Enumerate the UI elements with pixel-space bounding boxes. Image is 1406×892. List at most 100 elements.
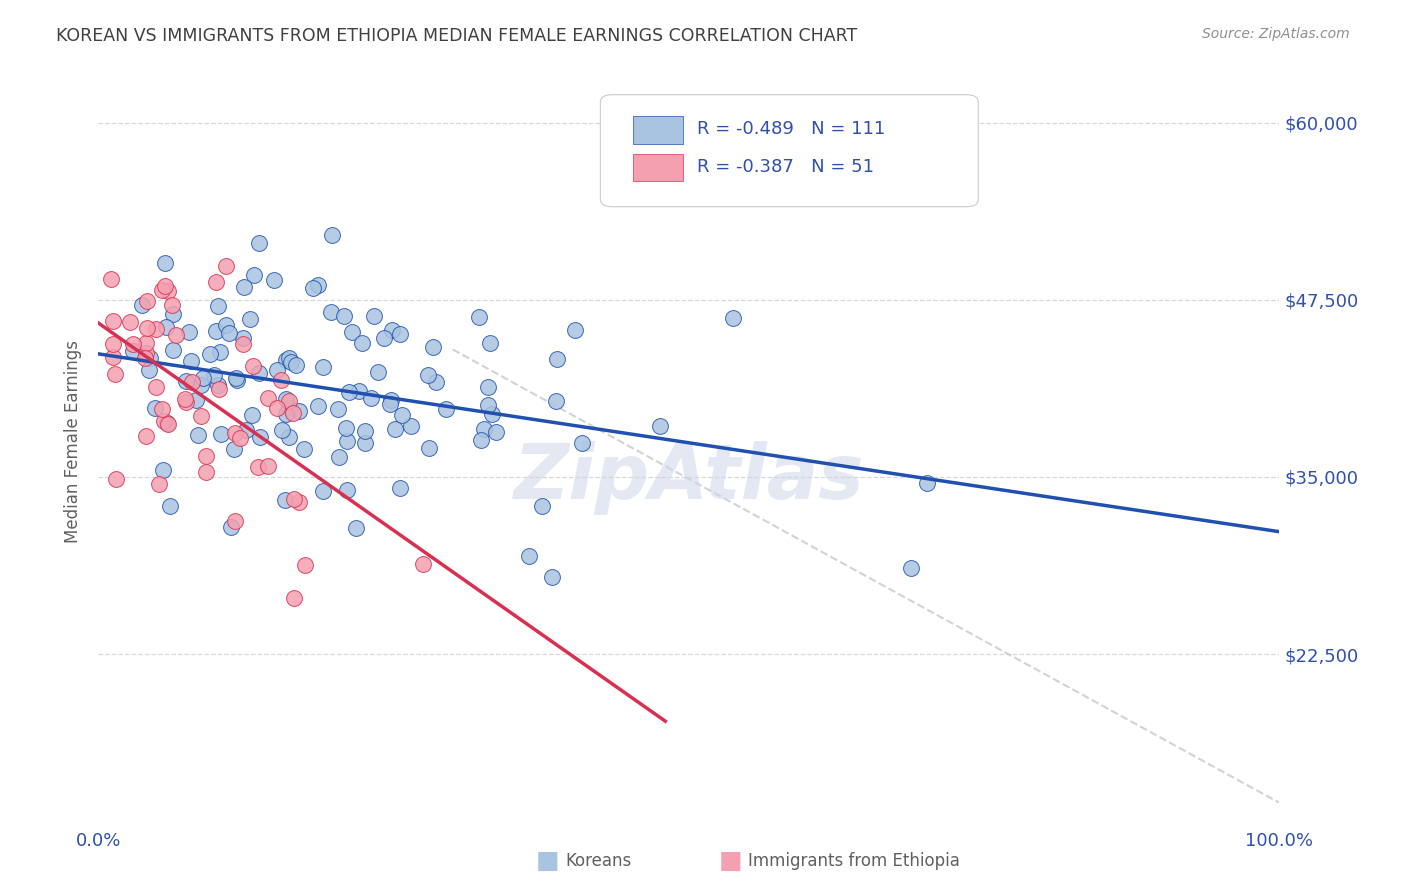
Point: [232, 337, 254, 351]
Text: ■: ■: [536, 848, 560, 872]
Point: [401, 418, 423, 433]
Point: [266, 401, 288, 415]
Point: [148, 477, 170, 491]
Point: [242, 408, 264, 422]
Point: [434, 402, 457, 417]
Point: [247, 366, 270, 380]
Point: [101, 351, 124, 365]
Point: [472, 422, 495, 436]
Point: [380, 392, 402, 407]
Point: [263, 273, 285, 287]
Point: [422, 340, 444, 354]
Point: [155, 320, 177, 334]
Point: [160, 298, 183, 312]
Point: [205, 325, 228, 339]
Point: [477, 380, 499, 394]
Point: [287, 404, 309, 418]
Point: [239, 311, 262, 326]
Point: [319, 305, 342, 319]
Point: [477, 398, 499, 412]
Point: [156, 417, 179, 431]
Point: [122, 344, 145, 359]
Point: [105, 472, 128, 486]
Point: [354, 424, 377, 438]
Point: [224, 514, 246, 528]
Point: [156, 416, 179, 430]
Point: [531, 499, 554, 513]
Point: [157, 284, 180, 298]
Point: [283, 491, 305, 506]
Point: [340, 326, 363, 340]
Point: [100, 272, 122, 286]
Point: [166, 328, 188, 343]
Point: [218, 326, 240, 340]
Text: Source: ZipAtlas.com: Source: ZipAtlas.com: [1202, 27, 1350, 41]
Point: [135, 345, 157, 359]
Point: [101, 336, 124, 351]
Point: [136, 293, 159, 308]
Text: ZipAtlas: ZipAtlas: [513, 441, 865, 515]
Point: [378, 397, 401, 411]
Point: [321, 227, 343, 242]
Point: [335, 421, 357, 435]
Point: [280, 355, 302, 369]
Point: [150, 283, 173, 297]
Point: [360, 392, 382, 406]
Point: [187, 428, 209, 442]
Text: R = -0.489   N = 111: R = -0.489 N = 111: [697, 120, 886, 138]
Point: [389, 482, 412, 496]
Point: [135, 428, 157, 442]
Point: [270, 374, 292, 388]
Text: 100.0%: 100.0%: [1246, 831, 1313, 850]
Point: [278, 401, 301, 415]
FancyBboxPatch shape: [600, 95, 979, 207]
Point: [418, 441, 440, 455]
Point: [243, 268, 266, 283]
Point: [222, 442, 245, 456]
Point: [177, 326, 200, 340]
Point: [270, 423, 292, 437]
Point: [276, 392, 298, 406]
Point: [336, 483, 359, 498]
Point: [307, 399, 329, 413]
Point: [214, 318, 236, 332]
Point: [337, 384, 360, 399]
Point: [281, 406, 304, 420]
Point: [136, 321, 159, 335]
Point: [226, 372, 249, 386]
Point: [190, 409, 212, 424]
Point: [152, 463, 174, 477]
Text: R = -0.387   N = 51: R = -0.387 N = 51: [697, 158, 875, 176]
Point: [328, 450, 350, 464]
Point: [229, 431, 252, 445]
Point: [546, 352, 568, 367]
Point: [207, 378, 229, 392]
Point: [145, 322, 167, 336]
Point: [104, 367, 127, 381]
Point: [225, 371, 247, 385]
Point: [481, 407, 503, 421]
Point: [273, 493, 295, 508]
Point: [274, 352, 297, 367]
Point: [131, 298, 153, 312]
Point: [485, 425, 508, 439]
Point: [302, 281, 325, 295]
Point: [284, 358, 307, 372]
Point: [347, 384, 370, 398]
Point: [242, 359, 264, 373]
Point: [353, 436, 375, 450]
Point: [277, 393, 299, 408]
Point: [162, 307, 184, 321]
Point: [412, 557, 434, 571]
Text: ■: ■: [718, 848, 742, 872]
Point: [121, 337, 143, 351]
Point: [139, 351, 162, 365]
Point: [479, 335, 502, 350]
Point: [517, 549, 540, 564]
Point: [278, 430, 301, 444]
Point: [224, 426, 246, 441]
Point: [541, 569, 564, 583]
Point: [219, 520, 242, 534]
Point: [198, 347, 221, 361]
Point: [307, 277, 329, 292]
